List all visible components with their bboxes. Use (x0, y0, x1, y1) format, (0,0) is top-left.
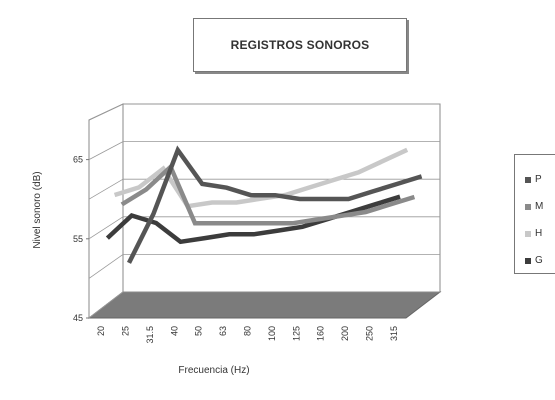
gridline (88, 291, 124, 319)
y-tick-label: 45 (73, 313, 83, 323)
legend-label: M (535, 201, 544, 212)
x-tick-label: 80 (243, 326, 253, 336)
x-tick-label: 50 (194, 326, 204, 336)
side-wall (88, 103, 124, 320)
legend-item: G (525, 255, 543, 266)
legend-swatch (525, 176, 531, 183)
legend-label: P (535, 174, 542, 185)
x-tick-label: 315 (389, 326, 399, 341)
legend-item: M (525, 201, 543, 212)
series-lines (105, 145, 423, 264)
x-axis-ticks: 20 25 31.5 40 50 63 80 100 125 160 200 250 315 (96, 326, 399, 344)
legend: P M H G (514, 154, 555, 274)
gridline (88, 141, 124, 160)
x-tick-label: 200 (340, 326, 350, 341)
series-line-G (105, 194, 401, 245)
legend-label: G (535, 255, 543, 266)
x-tick-label: 160 (316, 326, 326, 341)
x-tick-label: 100 (267, 326, 277, 341)
gridline (88, 103, 124, 121)
legend-label: H (535, 228, 543, 239)
y-axis-label: Nivel sonoro (dB) (32, 171, 43, 248)
x-tick-label: 63 (218, 326, 228, 336)
y-tick-label: 65 (73, 155, 83, 165)
gridline (88, 178, 124, 200)
y-axis-ticks: 45 55 65 (73, 155, 89, 323)
legend-swatch (525, 203, 531, 210)
x-tick-label: 25 (121, 326, 131, 336)
series-line-H (113, 147, 409, 209)
x-axis-label: Frecuencia (Hz) (178, 365, 249, 376)
legend-item: P (525, 174, 542, 185)
x-tick-label: 125 (291, 326, 301, 341)
legend-swatch (525, 257, 531, 264)
x-tick-label: 40 (169, 326, 179, 336)
gridlines (88, 103, 440, 319)
series-line-P (126, 145, 423, 264)
floor (87, 291, 442, 319)
gridline (88, 216, 124, 240)
x-tick-label: 250 (364, 326, 374, 341)
chart-title: REGISTROS SONOROS (193, 18, 407, 72)
x-tick-label: 31.5 (145, 326, 155, 344)
gridline (88, 254, 124, 279)
x-tick-label: 20 (96, 326, 106, 336)
legend-swatch (525, 230, 531, 237)
legend-item: H (525, 228, 542, 239)
y-tick-label: 55 (73, 234, 83, 244)
